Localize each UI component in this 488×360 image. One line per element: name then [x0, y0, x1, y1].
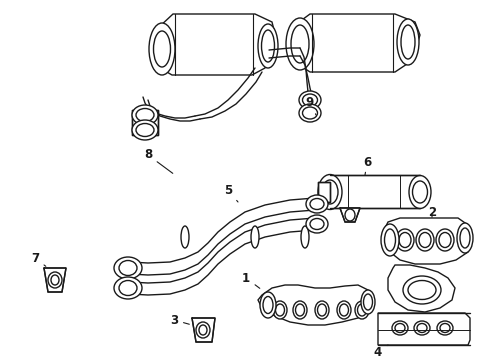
- Ellipse shape: [415, 229, 433, 251]
- Ellipse shape: [360, 290, 374, 314]
- Ellipse shape: [302, 94, 317, 106]
- Ellipse shape: [398, 233, 410, 248]
- Ellipse shape: [302, 107, 317, 119]
- Ellipse shape: [298, 91, 320, 109]
- Ellipse shape: [380, 224, 398, 256]
- Polygon shape: [387, 265, 454, 312]
- Ellipse shape: [456, 223, 472, 253]
- Ellipse shape: [412, 181, 427, 203]
- Ellipse shape: [391, 321, 407, 335]
- Polygon shape: [44, 268, 66, 292]
- Polygon shape: [377, 313, 469, 345]
- Ellipse shape: [345, 209, 354, 221]
- Text: 4: 4: [373, 345, 387, 359]
- Ellipse shape: [285, 18, 313, 70]
- Ellipse shape: [290, 25, 308, 63]
- Ellipse shape: [114, 277, 142, 299]
- Ellipse shape: [119, 261, 137, 275]
- Ellipse shape: [416, 324, 426, 333]
- Polygon shape: [258, 285, 371, 325]
- Text: 8: 8: [143, 148, 172, 174]
- Ellipse shape: [435, 229, 453, 251]
- Text: 3: 3: [170, 314, 189, 327]
- Ellipse shape: [317, 304, 326, 316]
- Polygon shape: [192, 318, 215, 342]
- Ellipse shape: [339, 304, 348, 316]
- Ellipse shape: [149, 23, 175, 75]
- Ellipse shape: [384, 229, 395, 251]
- Text: 6: 6: [362, 157, 370, 175]
- Ellipse shape: [363, 294, 372, 310]
- Ellipse shape: [51, 275, 59, 285]
- Ellipse shape: [132, 120, 158, 140]
- Ellipse shape: [309, 198, 324, 210]
- Polygon shape: [287, 14, 419, 72]
- Ellipse shape: [305, 195, 327, 213]
- Polygon shape: [329, 175, 419, 208]
- Text: 7: 7: [31, 252, 46, 266]
- Ellipse shape: [309, 219, 324, 230]
- Ellipse shape: [199, 325, 206, 335]
- Polygon shape: [381, 218, 471, 264]
- Ellipse shape: [119, 280, 137, 296]
- Ellipse shape: [196, 322, 209, 338]
- Ellipse shape: [400, 25, 414, 59]
- Ellipse shape: [132, 105, 158, 125]
- Ellipse shape: [336, 301, 350, 319]
- Ellipse shape: [314, 301, 328, 319]
- Ellipse shape: [153, 31, 170, 67]
- Ellipse shape: [395, 229, 413, 251]
- Ellipse shape: [354, 301, 368, 319]
- Ellipse shape: [136, 108, 154, 122]
- Polygon shape: [132, 110, 158, 135]
- Ellipse shape: [317, 175, 341, 210]
- Ellipse shape: [301, 226, 308, 248]
- Text: 5: 5: [224, 184, 238, 202]
- Ellipse shape: [48, 272, 62, 288]
- Ellipse shape: [418, 233, 430, 248]
- Ellipse shape: [396, 19, 418, 65]
- Ellipse shape: [260, 292, 275, 318]
- Ellipse shape: [298, 104, 320, 122]
- Ellipse shape: [357, 304, 366, 316]
- Ellipse shape: [459, 228, 469, 248]
- Ellipse shape: [295, 304, 304, 316]
- Polygon shape: [317, 182, 329, 202]
- Ellipse shape: [402, 276, 440, 304]
- Ellipse shape: [321, 180, 337, 204]
- Ellipse shape: [136, 123, 154, 136]
- Ellipse shape: [275, 304, 284, 316]
- Ellipse shape: [436, 321, 452, 335]
- Ellipse shape: [407, 280, 435, 300]
- Text: 2: 2: [427, 206, 435, 219]
- Ellipse shape: [261, 30, 274, 62]
- Text: 1: 1: [242, 271, 259, 288]
- Ellipse shape: [250, 226, 259, 248]
- Ellipse shape: [438, 233, 450, 248]
- Ellipse shape: [413, 321, 429, 335]
- Ellipse shape: [114, 257, 142, 279]
- Ellipse shape: [272, 301, 286, 319]
- Ellipse shape: [292, 301, 306, 319]
- Ellipse shape: [439, 324, 449, 333]
- Ellipse shape: [408, 175, 430, 208]
- Ellipse shape: [394, 324, 404, 333]
- Ellipse shape: [181, 226, 189, 248]
- Polygon shape: [339, 208, 359, 222]
- Polygon shape: [150, 14, 275, 75]
- Ellipse shape: [258, 24, 278, 68]
- Ellipse shape: [263, 297, 272, 314]
- Ellipse shape: [305, 215, 327, 233]
- Text: 9: 9: [305, 95, 315, 115]
